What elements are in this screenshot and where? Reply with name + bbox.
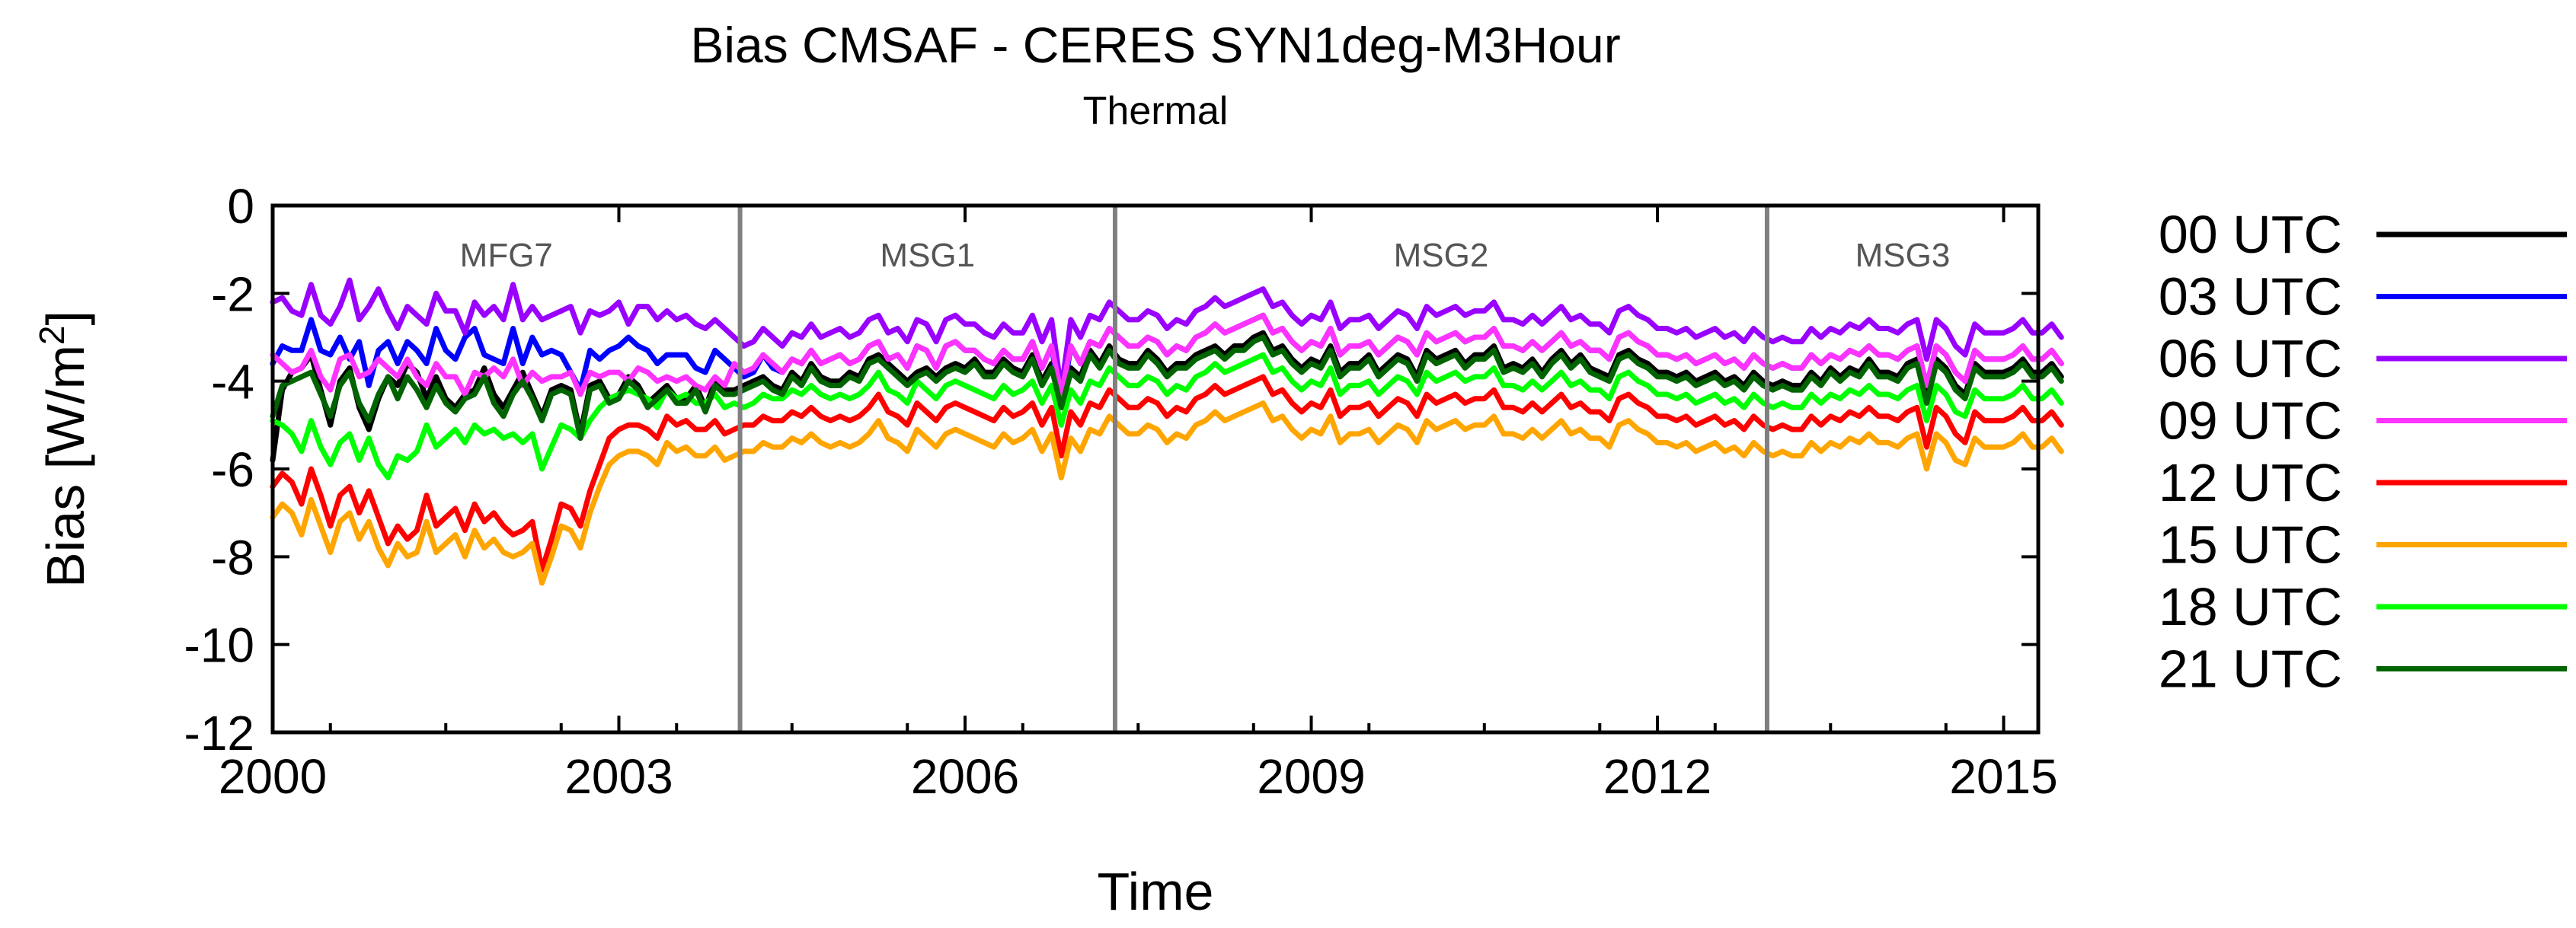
y-tick-label-5: -10	[184, 618, 255, 673]
y-tick-label-6: -12	[184, 706, 255, 761]
x-axis-label: Time	[1098, 862, 1214, 921]
x-tick-label-1: 2003	[564, 749, 673, 804]
y-axis-label-sup: 2	[32, 325, 72, 345]
legend-label-1: 03 UTC	[2159, 267, 2342, 327]
satellite-label-1: MSG1	[880, 237, 975, 274]
series-line-2	[270, 277, 2064, 393]
satellite-label-3: MSG3	[1855, 237, 1951, 274]
y-axis-label-end: ]	[36, 311, 95, 325]
series-lines	[270, 277, 2064, 586]
y-tick-label-2: -4	[211, 355, 254, 410]
legend-label-7: 21 UTC	[2159, 639, 2342, 699]
y-axis-label-main: Bias [W/m	[36, 345, 95, 588]
legend-label-5: 15 UTC	[2159, 515, 2342, 575]
satellite-label-2: MSG2	[1394, 237, 1489, 274]
series-line-3	[270, 312, 2064, 397]
series-line-4	[270, 374, 2064, 573]
legend-label-4: 12 UTC	[2159, 453, 2342, 512]
series-line-7	[270, 334, 2064, 442]
series-line-6	[270, 352, 2064, 480]
plot-frame	[270, 203, 2041, 735]
satellite-label-0: MFG7	[460, 237, 553, 274]
y-tick-label-0: 0	[227, 179, 254, 234]
x-tick-label-3: 2009	[1257, 749, 1365, 804]
axes: 2000 2003 2006 2009 2012 2015 0 -2 -4 -6 -8 -10 -12	[184, 179, 2058, 804]
x-tick-label-0: 2000	[219, 749, 327, 804]
x-tick-label-4: 2012	[1603, 749, 1711, 804]
satellite-regions: MFG7 MSG1 MSG2 MSG3	[460, 206, 1951, 732]
y-tick-label-1: -2	[211, 266, 254, 321]
legend-label-6: 18 UTC	[2159, 577, 2342, 636]
legend-label-3: 09 UTC	[2159, 391, 2342, 451]
legend-label-0: 00 UTC	[2159, 205, 2342, 264]
series-line-5	[270, 400, 2064, 586]
x-tick-label-5: 2015	[1949, 749, 2057, 804]
legend-label-2: 06 UTC	[2159, 329, 2342, 388]
chart-subtitle: Thermal	[1083, 89, 1229, 133]
y-tick-label-3: -6	[211, 442, 254, 497]
y-axis-label: Bias [W/m2]	[32, 311, 95, 588]
y-tick-label-4: -8	[211, 530, 254, 585]
x-tick-label-2: 2006	[911, 749, 1019, 804]
chart-title: Bias CMSAF - CERES SYN1deg-M3Hour	[690, 17, 1620, 73]
